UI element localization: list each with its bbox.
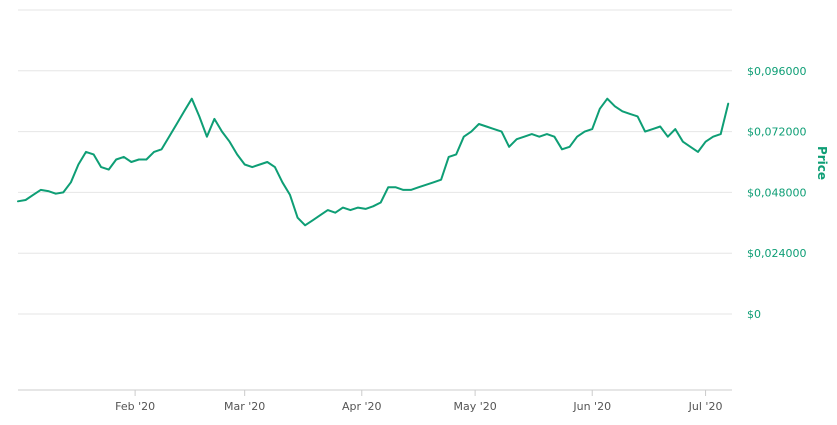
x-tick-label: Apr '20 [342,400,382,413]
y-tick-label: $0,024000 [747,247,807,260]
y-tick-label: $0,072000 [747,126,807,139]
y-axis: $0 $0,024000 $0,048000 $0,072000 $0,096000 [747,65,807,321]
x-axis: Feb '20 Mar '20 Apr '20 May '20 Jun '20 Jul '… [18,389,732,413]
x-tick-label: Feb '20 [115,400,155,413]
price-line [17,97,730,227]
y-tick-label: $0,096000 [747,65,807,78]
gridlines [18,9,732,315]
x-tick-label: May '20 [453,400,496,413]
x-tick-label: Mar '20 [224,400,265,413]
x-tick-label: Jul '20 [688,400,723,413]
series-layer [17,97,730,227]
y-axis-title: Price [815,146,829,180]
x-tick-label: Jun '20 [572,400,611,413]
y-tick-label: $0,048000 [747,186,807,199]
y-tick-label: $0 [747,308,761,321]
